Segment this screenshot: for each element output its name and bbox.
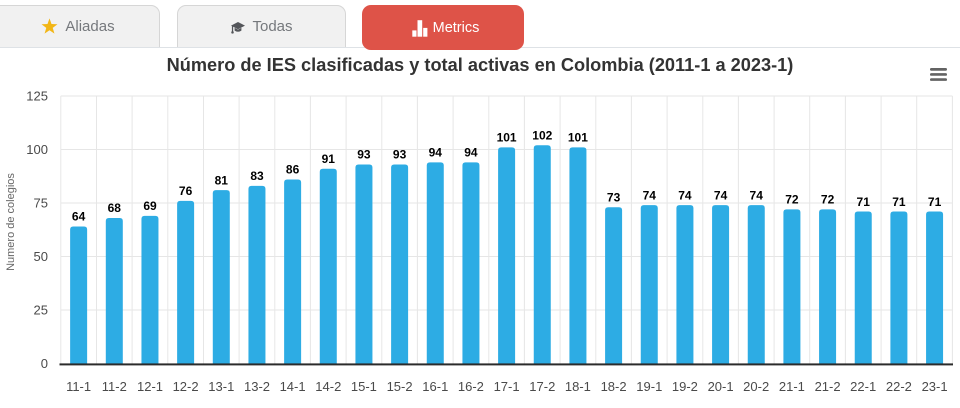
svg-text:21-1: 21-1 — [779, 379, 805, 394]
svg-text:22-2: 22-2 — [886, 379, 912, 394]
svg-text:83: 83 — [250, 169, 264, 183]
svg-text:17-2: 17-2 — [529, 379, 555, 394]
svg-text:64: 64 — [72, 210, 86, 224]
svg-text:71: 71 — [928, 195, 942, 209]
svg-text:91: 91 — [322, 152, 336, 166]
svg-text:72: 72 — [785, 193, 799, 207]
svg-text:74: 74 — [750, 188, 764, 202]
svg-text:20-2: 20-2 — [743, 379, 769, 394]
svg-text:17-1: 17-1 — [494, 379, 520, 394]
svg-text:23-1: 23-1 — [922, 379, 948, 394]
svg-text:93: 93 — [357, 148, 371, 162]
svg-text:74: 74 — [714, 188, 728, 202]
svg-text:21-2: 21-2 — [815, 379, 841, 394]
svg-text:11-2: 11-2 — [102, 379, 127, 394]
svg-text:22-1: 22-1 — [850, 379, 876, 394]
svg-text:11-1: 11-1 — [66, 379, 91, 394]
svg-text:76: 76 — [179, 184, 193, 198]
svg-text:Número de IES clasificadas y t: Número de IES clasificadas y total activ… — [167, 55, 794, 75]
svg-text:71: 71 — [857, 195, 871, 209]
svg-text:94: 94 — [464, 146, 478, 160]
svg-text:50: 50 — [34, 249, 48, 264]
svg-text:74: 74 — [678, 188, 692, 202]
svg-text:72: 72 — [821, 193, 835, 207]
svg-text:15-1: 15-1 — [351, 379, 377, 394]
svg-text:101: 101 — [497, 131, 517, 145]
svg-text:20-1: 20-1 — [708, 379, 734, 394]
svg-text:19-1: 19-1 — [636, 379, 662, 394]
svg-text:18-1: 18-1 — [565, 379, 591, 394]
svg-text:16-1: 16-1 — [422, 379, 448, 394]
svg-text:0: 0 — [41, 356, 48, 371]
svg-text:102: 102 — [532, 128, 552, 142]
svg-text:74: 74 — [643, 188, 657, 202]
svg-text:18-2: 18-2 — [601, 379, 627, 394]
svg-text:75: 75 — [34, 196, 48, 211]
svg-text:86: 86 — [286, 163, 300, 177]
svg-text:125: 125 — [26, 89, 48, 104]
svg-text:100: 100 — [26, 142, 48, 157]
svg-text:94: 94 — [429, 146, 443, 160]
svg-text:13-2: 13-2 — [244, 379, 270, 394]
svg-text:15-2: 15-2 — [387, 379, 413, 394]
svg-text:19-2: 19-2 — [672, 379, 698, 394]
svg-text:71: 71 — [892, 195, 906, 209]
svg-text:81: 81 — [215, 173, 229, 187]
svg-text:12-1: 12-1 — [137, 379, 163, 394]
svg-text:68: 68 — [108, 201, 122, 215]
svg-text:25: 25 — [34, 303, 48, 318]
svg-text:14-1: 14-1 — [280, 379, 306, 394]
svg-text:73: 73 — [607, 191, 621, 205]
svg-text:13-1: 13-1 — [208, 379, 234, 394]
svg-text:12-2: 12-2 — [173, 379, 199, 394]
svg-text:16-2: 16-2 — [458, 379, 484, 394]
svg-text:Numero de colegios: Numero de colegios — [5, 173, 17, 271]
svg-text:101: 101 — [568, 131, 588, 145]
svg-text:93: 93 — [393, 148, 407, 162]
svg-text:69: 69 — [143, 199, 157, 213]
svg-text:14-2: 14-2 — [315, 379, 341, 394]
